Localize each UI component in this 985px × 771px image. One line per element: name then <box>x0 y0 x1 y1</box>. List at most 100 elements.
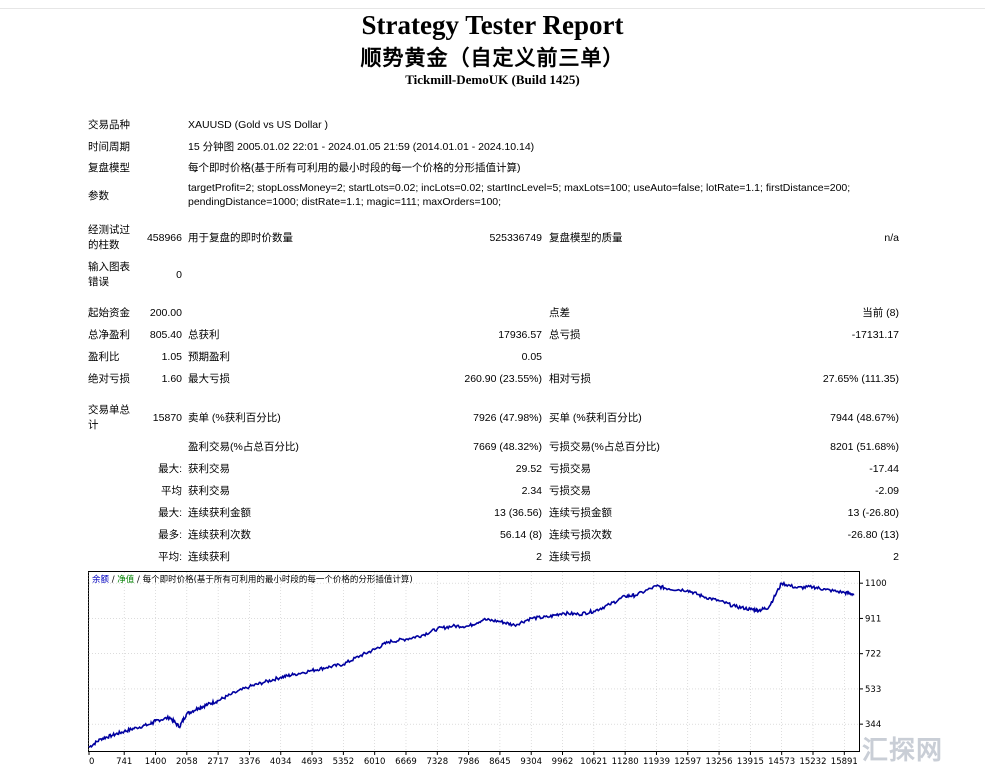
x-tick-label: 13256 <box>706 757 733 767</box>
model-value: 每个即时价格(基于所有可利用的最小时段的每一个价格的分形插值计算) <box>188 162 521 174</box>
x-tick-label: 2717 <box>207 757 229 767</box>
symbol-value: XAUUSD (Gold vs US Dollar ) <box>188 119 329 131</box>
y-tick-label: 533 <box>865 685 881 695</box>
largest-loss-label: 亏损交易 <box>549 463 591 475</box>
x-tick-label: 8645 <box>489 757 511 767</box>
net-value: 805.40 <box>149 329 182 341</box>
x-tick-label: 6669 <box>395 757 417 767</box>
legend-sep: / <box>112 575 115 585</box>
server-build: Tickmill-DemoUK (Build 1425) <box>405 72 580 87</box>
balance-chart: 余额 / 净值 / 每个即时价格(基于所有可利用的最小时段的每一个价格的分形插值… <box>88 571 887 767</box>
max-prefix: 最大: <box>158 507 182 519</box>
model-label: 复盘模型 <box>88 162 130 174</box>
x-tick-label: 1400 <box>145 757 167 767</box>
max-cons-loss-amt-label: 连续亏损金额 <box>549 507 612 519</box>
bars-value: 458966 <box>146 232 182 244</box>
x-tick-label: 741 <box>116 757 132 767</box>
y-axis-ticks: 1100 911 722 533 344 <box>859 579 887 730</box>
legend-sep2: / <box>137 575 140 585</box>
loss-trades-value: 8201 (51.68%) <box>830 441 899 453</box>
avg-profit-label: 获利交易 <box>188 485 230 497</box>
max-cons-wins-amt-value: 13 (36.56) <box>494 507 542 519</box>
x-tick-label: 5352 <box>333 757 355 767</box>
max-cons-wins-amt-label: 连续获利金额 <box>188 507 251 519</box>
spread-value: 当前 (8) <box>862 307 899 319</box>
pf-value: 1.05 <box>161 351 182 363</box>
largest-profit-value: 29.52 <box>515 463 542 475</box>
avg-cons-wins-value: 2 <box>536 551 542 563</box>
avg-profit-value: 2.34 <box>521 485 542 497</box>
x-tick-label: 9304 <box>520 757 542 767</box>
long-value: 7944 (48.67%) <box>830 412 899 424</box>
period-label: 时间周期 <box>88 141 130 153</box>
legend-equity: 净值 <box>117 574 135 585</box>
loss-trades-label: 亏损交易(%占总百分比) <box>549 441 660 453</box>
x-tick-label: 6010 <box>364 757 386 767</box>
average-prefix: 平均 <box>161 485 182 497</box>
avg-cons-losses-label: 连续亏损 <box>549 551 591 563</box>
quality-label: 复盘模型的质量 <box>549 232 623 244</box>
avg-cons-losses-value: 2 <box>893 551 899 563</box>
x-tick-label: 2058 <box>176 757 198 767</box>
bars-label: 经测试过的柱数 <box>88 224 130 251</box>
profit-trades-label: 盈利交易(%占总百分比) <box>188 441 299 453</box>
y-tick-label: 911 <box>865 614 881 624</box>
x-tick-label: 4034 <box>270 757 292 767</box>
x-tick-label: 15891 <box>831 757 858 767</box>
ticks-value: 525336749 <box>489 232 542 244</box>
gross-loss-label: 总亏损 <box>549 329 581 341</box>
x-tick-label: 12597 <box>674 757 701 767</box>
net-label: 总净盈利 <box>88 329 130 341</box>
x-tick-label: 7986 <box>458 757 480 767</box>
max-cons-loss-value: -26.80 (13) <box>847 529 899 541</box>
max-cons-loss-label: 连续亏损次数 <box>549 529 612 541</box>
errors-value: 0 <box>176 269 182 281</box>
expected-label: 预期盈利 <box>188 351 230 363</box>
params-value: targetProfit=2; stopLossMoney=2; startLo… <box>188 182 851 208</box>
y-tick-label: 344 <box>865 720 881 730</box>
quality-value: n/a <box>884 232 899 244</box>
trades-value: 15870 <box>152 412 182 424</box>
largest-prefix: 最大: <box>158 463 182 475</box>
avg-cons-wins-label: 连续获利 <box>188 551 230 563</box>
report-title: Strategy Tester Report <box>361 10 624 40</box>
params-label: 参数 <box>88 190 109 202</box>
trades-label: 交易单总计 <box>88 404 130 431</box>
plot-frame <box>88 571 860 752</box>
errors-label: 输入图表错误 <box>88 261 130 288</box>
spread-label: 点差 <box>549 307 570 319</box>
y-tick-label: 1100 <box>865 579 887 589</box>
short-label: 卖单 (%获利百分比) <box>188 412 281 424</box>
period-value: 15 分钟图 2005.01.02 22:01 - 2024.01.05 21:… <box>188 141 535 153</box>
x-tick-label: 11939 <box>643 757 670 767</box>
x-tick-label: 7328 <box>426 757 448 767</box>
avg-loss-label: 亏损交易 <box>549 485 591 497</box>
pf-label: 盈利比 <box>88 351 120 363</box>
short-value: 7926 (47.98%) <box>473 412 542 424</box>
x-tick-label: 14573 <box>768 757 795 767</box>
x-tick-label: 9962 <box>552 757 574 767</box>
x-tick-label: 10621 <box>580 757 607 767</box>
balance-line <box>88 580 855 749</box>
x-tick-label: 3376 <box>239 757 261 767</box>
max-dd-label: 最大亏损 <box>188 373 230 385</box>
initial-value: 200.00 <box>149 307 182 319</box>
profit-trades-value: 7669 (48.32%) <box>473 441 542 453</box>
gross-profit-value: 17936.57 <box>498 329 542 341</box>
gross-loss-value: -17131.17 <box>851 329 899 341</box>
x-tick-label: 4693 <box>301 757 323 767</box>
x-tick-label: 0 <box>89 757 94 767</box>
maxmost-prefix: 最多: <box>158 529 182 541</box>
x-axis-ticks: 0 741 1400 2058 2717 3376 4034 4693 5352 6010 6669… <box>88 751 858 767</box>
legend-balance: 余额 <box>92 574 110 585</box>
max-cons-profit-label: 连续获利次数 <box>188 529 251 541</box>
ea-name: 顺势黄金（自定义前三单） <box>360 46 625 70</box>
abs-dd-value: 1.60 <box>161 373 182 385</box>
initial-label: 起始资金 <box>88 307 130 319</box>
avg-loss-value: -2.09 <box>875 485 899 497</box>
rel-dd-label: 相对亏损 <box>549 373 591 385</box>
ticks-label: 用于复盘的即时价数量 <box>188 232 293 244</box>
avg-cons-prefix: 平均: <box>158 551 182 563</box>
max-dd-value: 260.90 (23.55%) <box>464 373 542 385</box>
top-divider <box>0 8 985 9</box>
